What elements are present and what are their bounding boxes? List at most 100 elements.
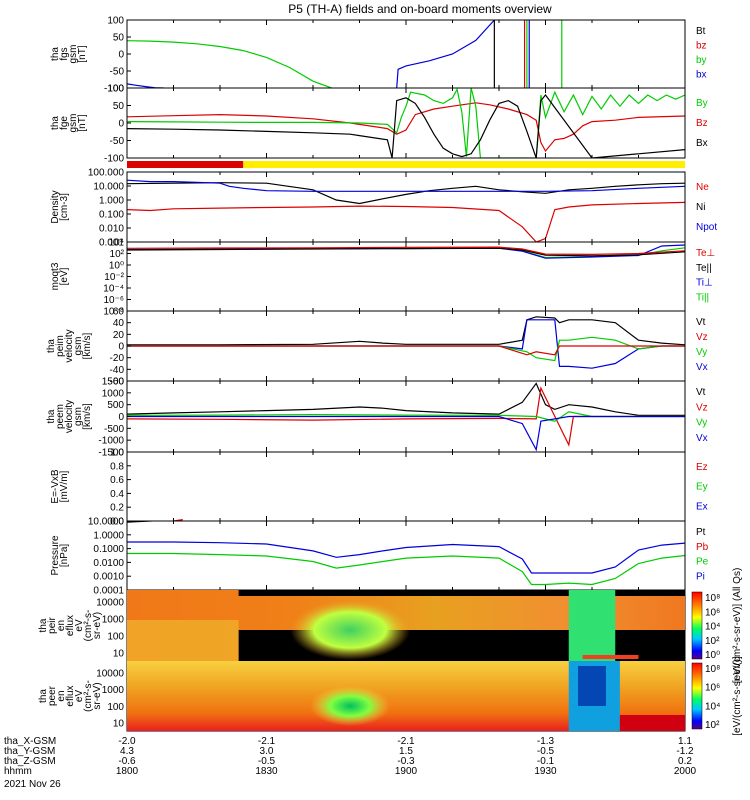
colorbar-tick-label: 10⁴ bbox=[705, 622, 720, 633]
spectrogram-feature bbox=[619, 715, 685, 731]
y-tick-label: -100 bbox=[104, 154, 124, 165]
legend-entry: Npot bbox=[696, 222, 717, 233]
ephemeris-value: 1800 bbox=[116, 766, 139, 777]
y-tick-label: 0.8 bbox=[110, 461, 124, 472]
ephemeris-value: 1.5 bbox=[399, 746, 413, 757]
ephemeris-value: 1930 bbox=[534, 766, 557, 777]
legend-entry: Vz bbox=[696, 332, 708, 343]
ephemeris-row-name: tha_X-GSM bbox=[4, 736, 56, 747]
legend-entry: Ni bbox=[696, 202, 705, 213]
spectrogram-feature bbox=[568, 590, 616, 661]
series-line-Npot bbox=[127, 179, 685, 192]
legend-entry: Bz bbox=[696, 118, 708, 129]
y-tick-label: 10² bbox=[110, 249, 125, 260]
y-tick-label: -1000 bbox=[98, 436, 124, 447]
y-tick-label: 40 bbox=[113, 318, 125, 329]
y-tick-label: 10⁻⁸ bbox=[103, 307, 124, 318]
y-tick-label: 10⁻⁴ bbox=[103, 284, 124, 295]
y-tick-label: 50 bbox=[113, 101, 125, 112]
y-axis-label: velocity bbox=[64, 329, 75, 362]
colorbar-tick-label: 10⁸ bbox=[705, 593, 720, 604]
panel-frame bbox=[126, 19, 686, 89]
panel-density: 100.000 10.000 1.000 0.100 0.010 0.001 Density… bbox=[50, 168, 717, 249]
series-line-by bbox=[127, 40, 332, 88]
y-tick-label: 1.000 bbox=[99, 196, 124, 207]
series-line-Vy bbox=[127, 336, 685, 362]
y-axis-label: eflux bbox=[65, 685, 76, 706]
y-tick-label: 0.010 bbox=[99, 224, 124, 235]
series-line-Vt bbox=[127, 316, 685, 346]
y-tick-label: -1500 bbox=[98, 448, 124, 459]
series-line-Pe bbox=[127, 552, 685, 586]
panel-peer: 10⁸ 10⁶ 10⁴ 10² [eV/(cm²-s-sr-eV)] 10000 1000 1… bbox=[38, 656, 743, 736]
y-axis-label: peer bbox=[47, 685, 58, 706]
y-axis-label: [cm-3] bbox=[59, 193, 70, 221]
ephemeris-value: 0.2 bbox=[678, 756, 692, 767]
series-line-Te bbox=[127, 246, 685, 256]
series-line-Vx bbox=[127, 415, 685, 452]
series-line-bx bbox=[127, 83, 165, 88]
legend-entry: bx bbox=[696, 70, 707, 81]
y-tick-label: -50 bbox=[110, 67, 125, 78]
y-tick-label: 100 bbox=[107, 84, 124, 95]
y-tick-label: 10⁻⁶ bbox=[103, 295, 124, 306]
ephemeris-value: -1.3 bbox=[537, 736, 555, 747]
y-axis-label: en bbox=[56, 690, 67, 701]
colorbar-tick-label: 10⁶ bbox=[705, 607, 720, 618]
ephemeris-value: 2000 bbox=[674, 766, 697, 777]
y-tick-label: -100 bbox=[104, 84, 124, 95]
y-axis-label: tha bbox=[50, 116, 61, 130]
y-axis-label: moqt3 bbox=[50, 262, 61, 290]
y-tick-label: 0.0001 bbox=[93, 586, 124, 597]
y-axis-label: Density bbox=[50, 190, 61, 223]
ephemeris-value: 1830 bbox=[255, 766, 278, 777]
y-tick-label: 100 bbox=[107, 632, 124, 643]
colorbar-tick-label: 10⁶ bbox=[705, 683, 720, 694]
legend-entry: Pe bbox=[696, 557, 709, 568]
y-axis-label: sr-eV) bbox=[92, 612, 103, 639]
date-label: 2021 Nov 26 bbox=[4, 779, 61, 790]
panel-frame bbox=[126, 520, 686, 591]
legend-entry: Bx bbox=[696, 138, 708, 149]
ephemeris-value: -2.1 bbox=[258, 736, 276, 747]
ephemeris-value: -0.3 bbox=[397, 756, 415, 767]
y-axis-label: Pressure bbox=[50, 535, 61, 575]
ephemeris-value: -0.1 bbox=[537, 756, 555, 767]
series-line-By bbox=[127, 88, 685, 158]
ephemeris-value: -2.0 bbox=[118, 736, 136, 747]
y-tick-label: -60 bbox=[110, 377, 125, 388]
y-tick-label: 1000 bbox=[102, 388, 125, 399]
y-axis-label: [nPa] bbox=[59, 544, 70, 568]
colorbar-label: [eV/(cm²-s-sr-eV)] bbox=[732, 656, 743, 736]
legend-entry: Vt bbox=[696, 317, 706, 328]
ephemeris-row-name: hhmm bbox=[4, 766, 32, 777]
ephemeris-row-name: tha_Y-GSM bbox=[4, 746, 55, 757]
ephemeris-value: 4.3 bbox=[120, 746, 134, 757]
panel-frame bbox=[126, 241, 686, 312]
y-axis-label: velocity bbox=[64, 400, 75, 433]
y-tick-label: 100 bbox=[107, 16, 124, 27]
legend-entry: Pi bbox=[696, 571, 705, 582]
legend-entry: by bbox=[696, 55, 707, 66]
y-tick-label: 10.000 bbox=[93, 182, 124, 193]
y-tick-label: 0.2 bbox=[110, 503, 124, 514]
panel-mode bbox=[127, 161, 685, 168]
legend-entry: Ex bbox=[696, 501, 708, 512]
legend-entry: Ez bbox=[696, 462, 708, 473]
legend-entry: Vy bbox=[696, 418, 707, 429]
y-axis-label: [km/s] bbox=[82, 332, 93, 359]
y-axis-label: peir bbox=[47, 616, 58, 633]
legend-entry: Ne bbox=[696, 182, 709, 193]
ephemeris-value: 3.0 bbox=[260, 746, 274, 757]
legend-entry: Ti|| bbox=[696, 292, 709, 303]
y-axis-label: [nT] bbox=[77, 45, 88, 62]
ephemeris-value: -0.6 bbox=[118, 756, 136, 767]
legend-entry: Ey bbox=[696, 482, 708, 493]
y-tick-label: 50 bbox=[113, 33, 125, 44]
spectrogram-art bbox=[127, 590, 685, 731]
legend-entry: Vt bbox=[696, 387, 706, 398]
